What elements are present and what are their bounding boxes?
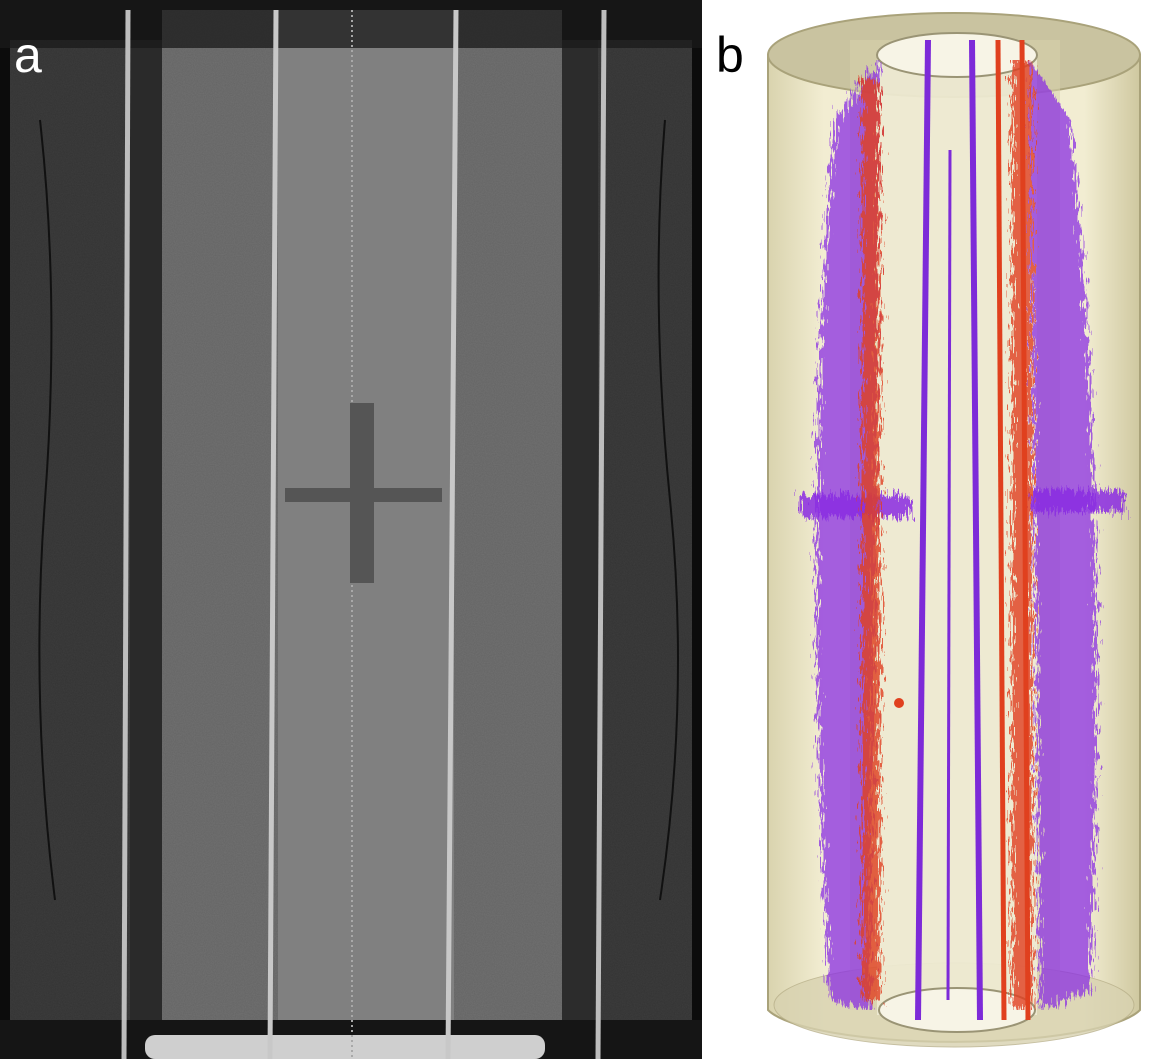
purple-cloud xyxy=(1030,490,1125,512)
purple-strand xyxy=(915,39,931,1021)
purple-cloud xyxy=(800,495,910,517)
panel-b: b xyxy=(702,0,1151,1059)
ct-bright-line xyxy=(445,9,459,1059)
red-strand xyxy=(1019,39,1031,1021)
inner-cylinder xyxy=(877,55,1037,1015)
ct-base xyxy=(145,1035,545,1059)
panel-a: a xyxy=(0,0,702,1059)
ct-dark-band xyxy=(562,40,598,1030)
ct-bright-line xyxy=(121,9,131,1059)
ct-bright-line xyxy=(267,9,279,1059)
ct-bright-line xyxy=(595,9,607,1059)
panel-label: a xyxy=(14,27,42,83)
purple-strand xyxy=(946,149,952,1001)
red-event xyxy=(894,698,904,708)
ct-cross-horizontal xyxy=(285,488,442,502)
purple-strand xyxy=(969,39,983,1021)
ct-crack xyxy=(657,119,679,901)
red-strand xyxy=(995,39,1007,1021)
borehole-bottom xyxy=(878,987,1036,1033)
red-cloud xyxy=(862,80,880,1000)
ct-crack xyxy=(38,119,56,901)
purple-cloud xyxy=(1030,60,1097,1010)
panel-label: b xyxy=(716,27,744,83)
ct-dark-band xyxy=(130,40,162,1030)
